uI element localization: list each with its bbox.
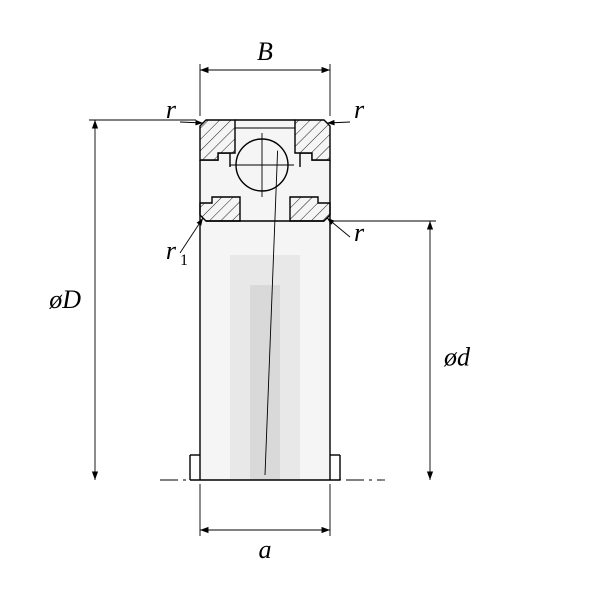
svg-text:1: 1 bbox=[180, 252, 188, 269]
label-width-B: B bbox=[257, 37, 273, 66]
label-offset-a: a bbox=[259, 535, 272, 564]
label-outer-diameter: øD bbox=[48, 285, 81, 314]
label-r1-inner-left: r bbox=[166, 236, 177, 265]
label-r-top-left: r bbox=[166, 95, 177, 124]
label-r-top-right: r bbox=[354, 95, 365, 124]
label-r-inner-right: r bbox=[354, 218, 365, 247]
label-inner-diameter: ød bbox=[443, 343, 471, 372]
svg-text:r: r bbox=[166, 236, 177, 265]
